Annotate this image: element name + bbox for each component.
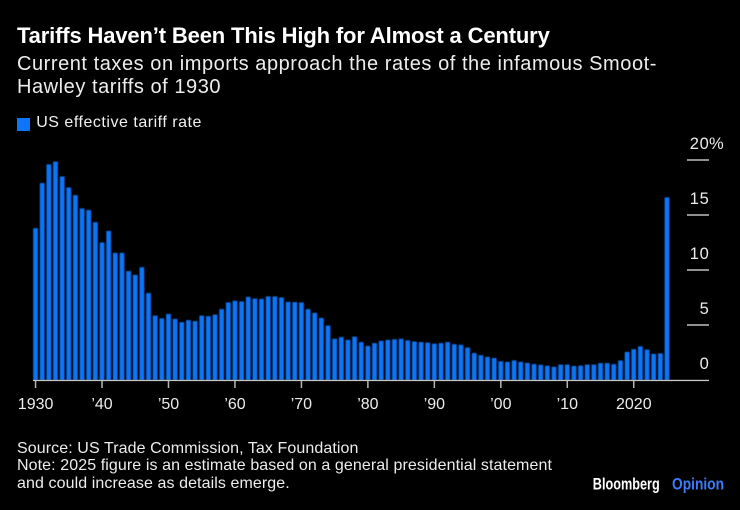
svg-text:Bloomberg: Bloomberg bbox=[593, 476, 660, 494]
svg-text:Opinion: Opinion bbox=[672, 476, 724, 494]
